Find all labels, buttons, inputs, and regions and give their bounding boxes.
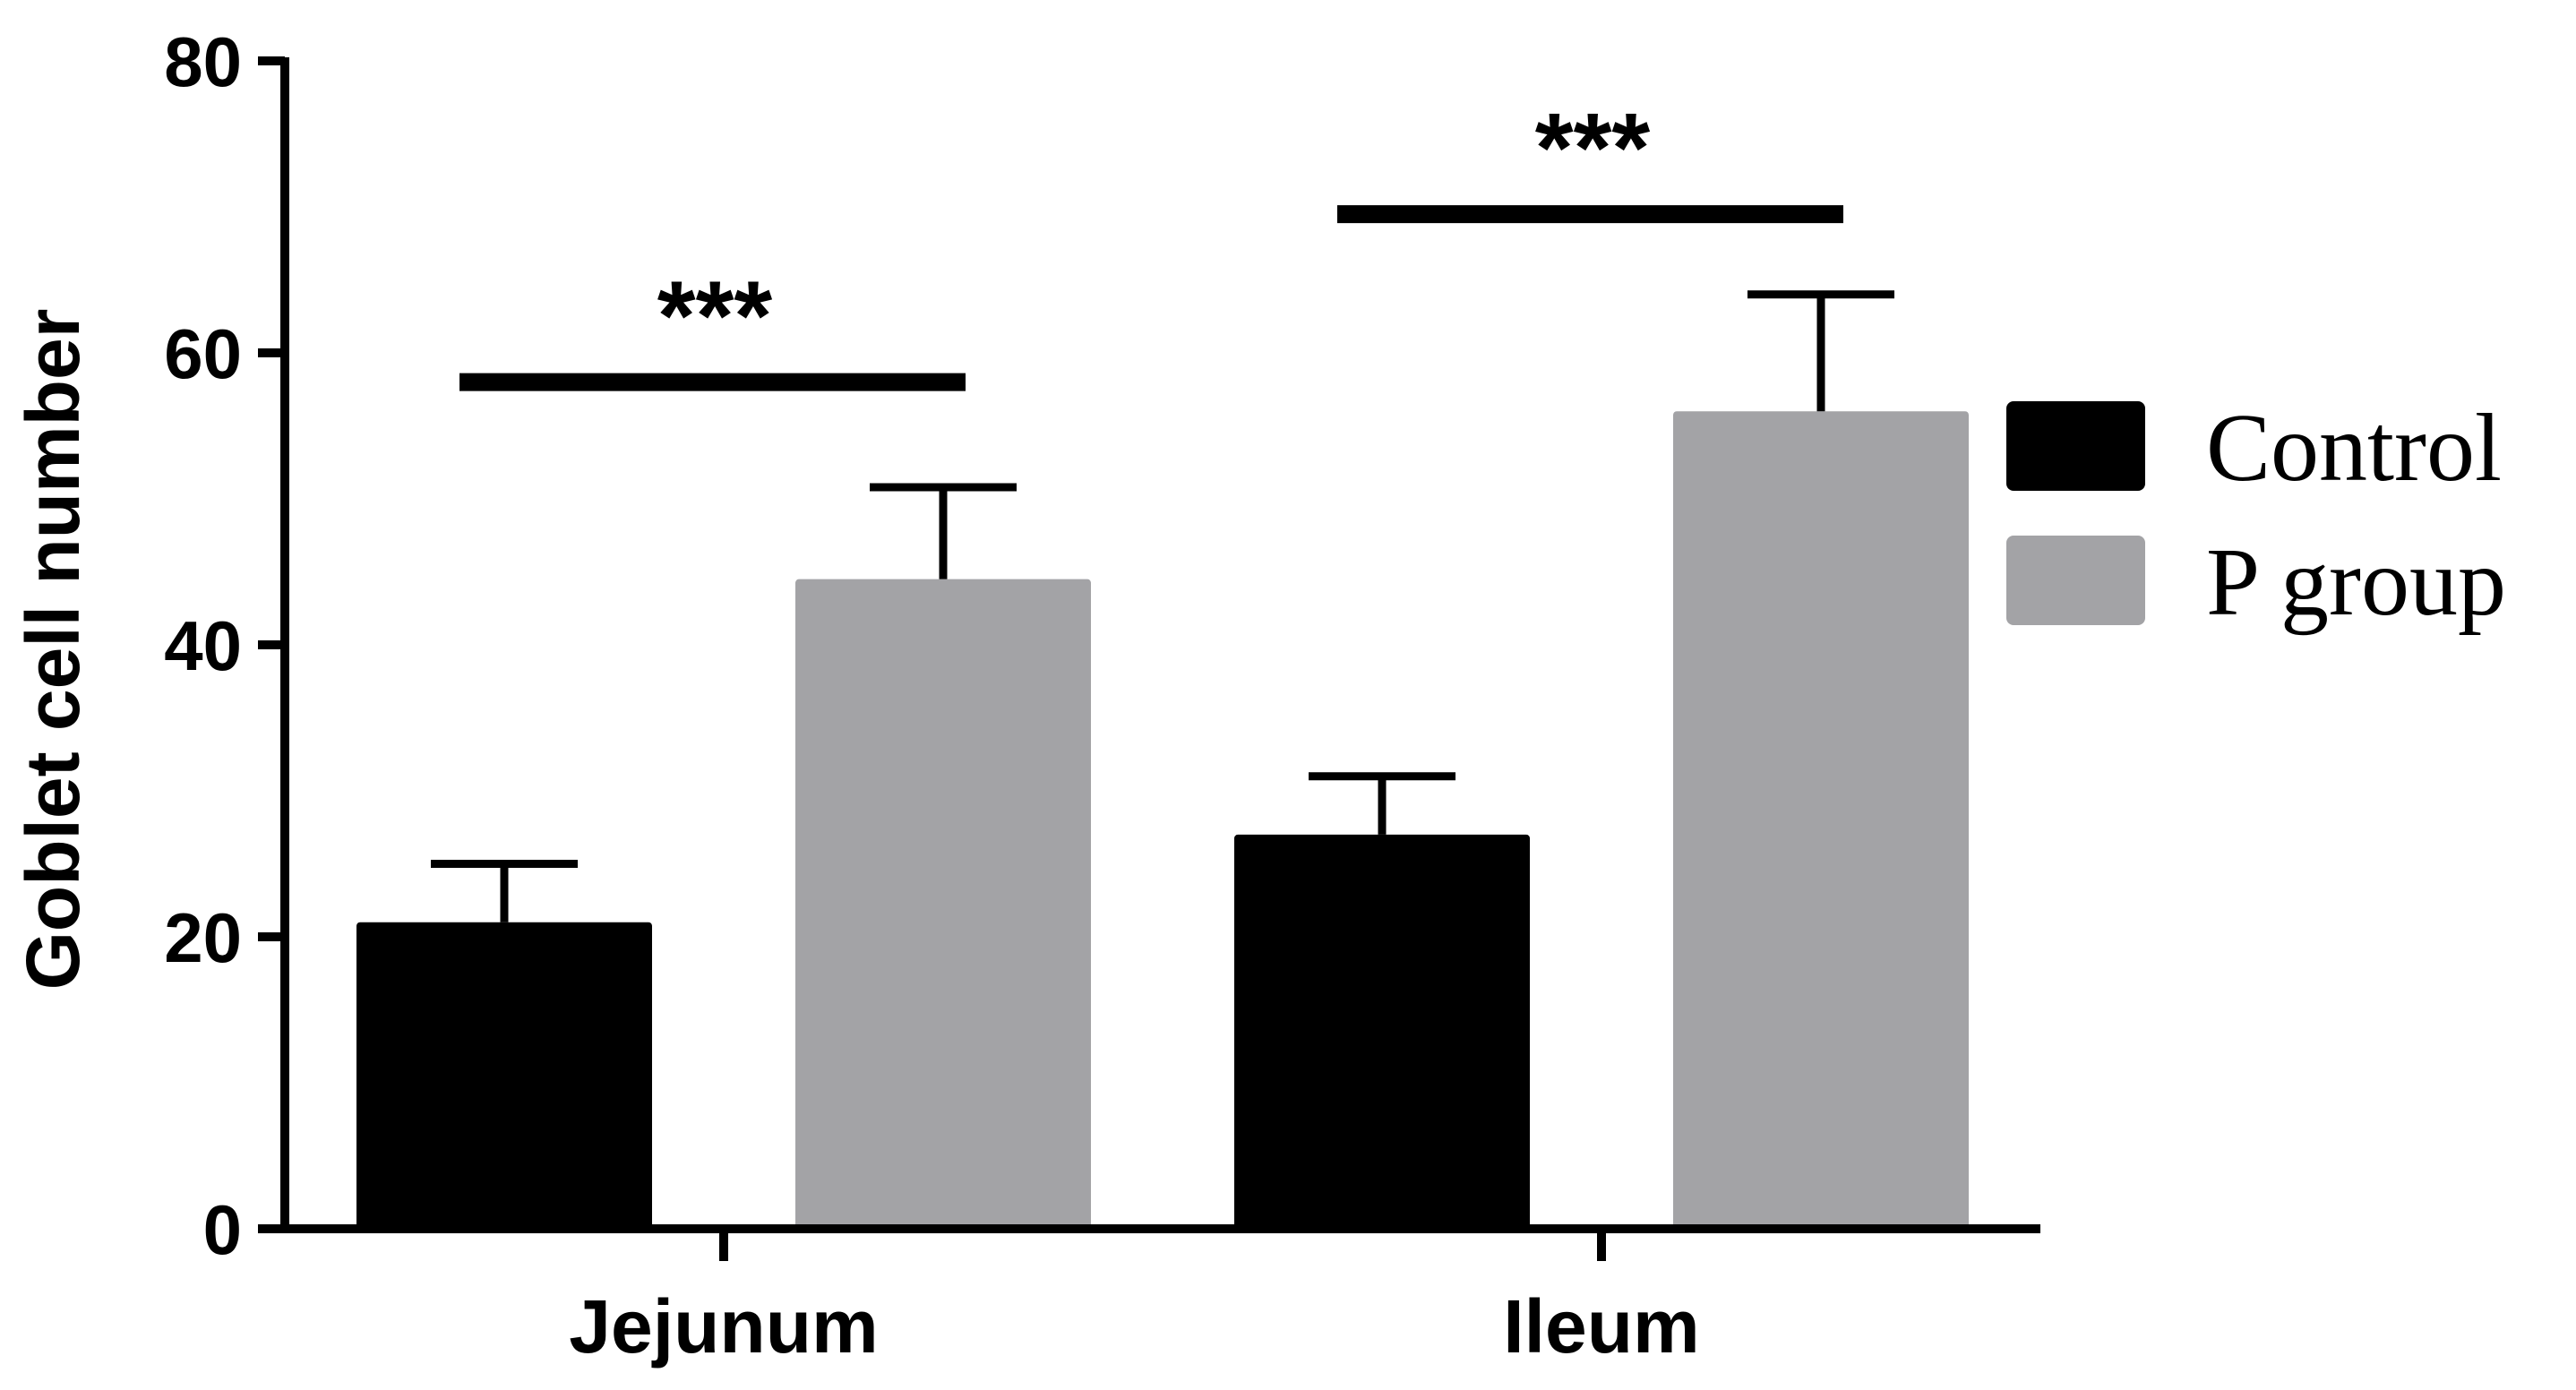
significance-label: ***: [1535, 93, 1651, 203]
y-tick-label: 80: [164, 22, 242, 101]
bar-control-ileum: [1234, 834, 1530, 1229]
legend-label-p-group: P group: [2206, 529, 2506, 636]
y-tick-label: 40: [164, 606, 242, 685]
legend-label-control: Control: [2206, 395, 2502, 502]
y-axis-title: Goblet cell number: [11, 309, 95, 991]
x-tick-label-ileum: Ileum: [1503, 1284, 1699, 1369]
significance-layer: *** ***: [459, 93, 1843, 391]
bar-p-group-ileum: [1673, 411, 1969, 1229]
legend-swatch-p-group: [2006, 536, 2145, 625]
bar-control-jejunum: [356, 922, 652, 1229]
y-tick-label: 0: [203, 1190, 242, 1269]
bars-layer: [356, 411, 1969, 1229]
legend-swatch-control: [2006, 401, 2145, 491]
y-tick-label: 20: [164, 898, 242, 977]
legend: Control P group: [2006, 395, 2506, 636]
x-tick-label-jejunum: Jejunum: [569, 1284, 878, 1369]
axes-layer: 0 20 40 60 80 Jejunum Ileum: [164, 22, 2040, 1369]
y-tick-label: 60: [164, 314, 242, 393]
significance-label: ***: [657, 262, 773, 372]
error-bars-layer: [431, 290, 1894, 922]
bar-p-group-jejunum: [795, 579, 1091, 1229]
